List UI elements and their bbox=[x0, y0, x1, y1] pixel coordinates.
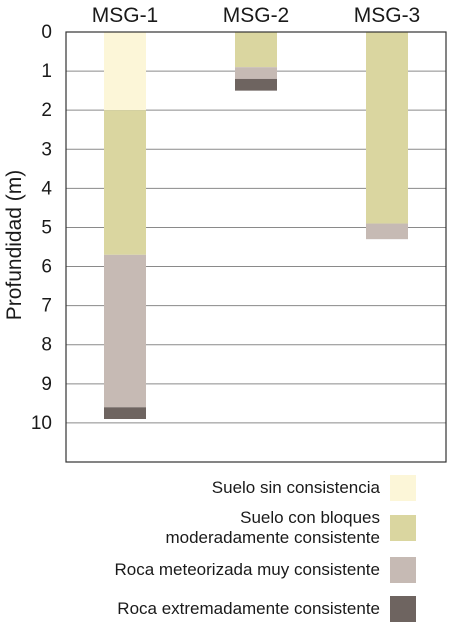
y-tick-label: 10 bbox=[31, 413, 52, 434]
y-tick-label: 3 bbox=[41, 139, 52, 160]
y-tick-label: 7 bbox=[41, 296, 52, 317]
axis-layer: MSG-1 MSG-2 MSG-3 0 1 2 3 4 5 6 7 8 9 10 bbox=[31, 4, 447, 463]
y-tick-label: 8 bbox=[41, 335, 52, 356]
column-label: MSG-2 bbox=[223, 4, 290, 27]
y-tick-label: 5 bbox=[41, 217, 52, 238]
bar-segment bbox=[235, 32, 277, 68]
bar-segment bbox=[104, 254, 146, 408]
y-tick-label: 2 bbox=[41, 100, 52, 121]
bar-segment bbox=[366, 32, 408, 224]
y-tick-label: 9 bbox=[41, 374, 52, 395]
bar-segment bbox=[104, 407, 146, 419]
column-label: MSG-1 bbox=[92, 4, 159, 27]
column-label: MSG-3 bbox=[354, 4, 421, 27]
bar-segment bbox=[104, 32, 146, 111]
bar-segment bbox=[104, 110, 146, 255]
bar-segment bbox=[235, 67, 277, 79]
y-tick-label: 1 bbox=[41, 61, 52, 82]
y-tick-label: 0 bbox=[41, 22, 52, 43]
bar-segment bbox=[366, 223, 408, 240]
bar-segment bbox=[235, 78, 277, 91]
bars-layer bbox=[104, 32, 408, 419]
plot-frame bbox=[65, 31, 447, 463]
y-axis-label: Profundidad (m) bbox=[3, 170, 26, 321]
y-tick-label: 4 bbox=[41, 178, 52, 199]
y-tick-label: 6 bbox=[41, 257, 52, 278]
